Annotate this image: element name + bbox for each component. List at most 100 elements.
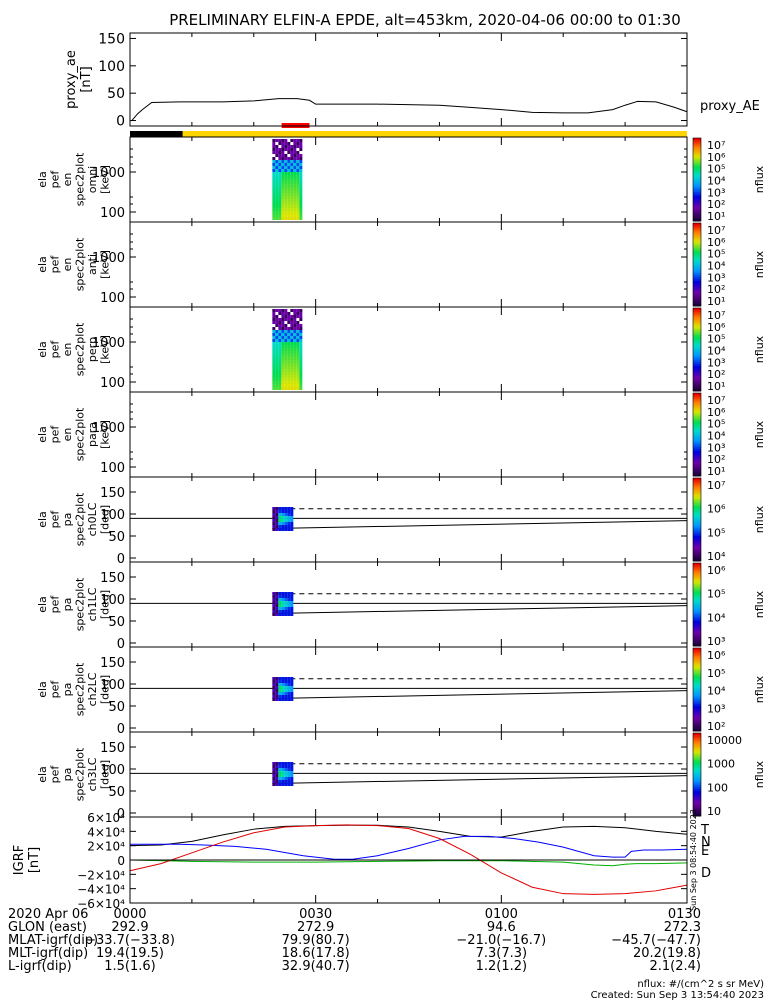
heatmap-cell: [287, 193, 291, 196]
heatmap-cell: [290, 762, 294, 765]
heatmap-cell: [278, 205, 282, 208]
heatmap-cell: [287, 208, 291, 211]
colorbar-cell: [693, 270, 701, 274]
colorbar-label-omni: nflux: [753, 165, 766, 193]
heatmap-cell: [281, 181, 285, 184]
heatmap-cell: [284, 516, 288, 519]
heatmap-cell: [281, 172, 285, 175]
heatmap-cell: [293, 139, 297, 142]
heatmap-cell: [281, 768, 285, 771]
colorbar-cell: [693, 177, 701, 180]
heatmap-cell: [296, 363, 300, 366]
colorbar-cell: [693, 239, 701, 243]
colorbar-cell: [693, 428, 701, 431]
colorbar-cell: [693, 196, 701, 199]
heatmap-cell: [275, 217, 279, 220]
heatmap-cell: [281, 357, 285, 360]
heatmap-cell: [290, 315, 294, 318]
heatmap-cell: [272, 604, 276, 607]
heatmap-cell: [293, 190, 297, 193]
heatmap-cell: [296, 202, 300, 205]
colorbar-cell: [693, 525, 701, 529]
heatmap-cell: [284, 680, 288, 683]
heatmap-cell: [293, 348, 297, 351]
heatmap-cell: [287, 345, 291, 348]
heatmap-cell: [299, 339, 303, 342]
heatmap-cell: [284, 357, 288, 360]
y-axis-label-line: ela: [36, 171, 49, 188]
heatmap-cell: [287, 178, 291, 181]
colorbar-cell: [693, 243, 701, 247]
colorbar-cell: [693, 602, 701, 605]
colorbar-cell: [693, 407, 701, 411]
heatmap-cell: [278, 601, 282, 604]
heatmap-cell: [284, 360, 288, 363]
heatmap-cell: [299, 214, 303, 217]
heatmap-cell: [278, 193, 282, 196]
colorbar-cell: [693, 324, 701, 328]
heatmap-cell: [275, 783, 279, 786]
heatmap-cell: [272, 169, 276, 172]
heatmap-cell: [290, 601, 294, 604]
y-axis-label-line: spec2plot: [73, 237, 86, 291]
colorbar-cell: [693, 229, 701, 232]
heatmap-cell: [293, 312, 297, 315]
heatmap-cell: [272, 387, 276, 390]
x-tick-label-glon: 292.9: [111, 920, 148, 935]
heatmap-cell: [275, 345, 279, 348]
colorbar-cell: [693, 797, 701, 800]
heatmap-cell: [272, 339, 276, 342]
heatmap-cell: [278, 595, 282, 598]
heatmap-cell: [299, 178, 303, 181]
y-axis-label-line: [nT]: [27, 847, 42, 873]
colorbar-cell: [693, 722, 701, 726]
heatmap-cell: [281, 330, 285, 333]
heatmap-cell: [287, 330, 291, 333]
heatmap-cell: [281, 211, 285, 214]
colorbar-cell: [693, 666, 701, 670]
heatmap-cell: [284, 187, 288, 190]
colorbar-cell: [693, 260, 701, 263]
heatmap-cell: [296, 348, 300, 351]
colorbar-tick-label: 10⁵: [707, 526, 725, 539]
heatmap-cell: [275, 522, 279, 525]
heatmap-cell: [281, 375, 285, 378]
colorbar-cell: [693, 596, 701, 599]
heatmap-cell: [284, 312, 288, 315]
heatmap-cell: [281, 163, 285, 166]
heatmap-cell: [290, 598, 294, 601]
y-axis-label-line: perp: [86, 337, 99, 362]
y-tick-label: 0: [117, 854, 125, 868]
x-tick-label-glon: 272.3: [664, 920, 701, 935]
heatmap-cell: [275, 309, 279, 312]
heatmap-cell: [287, 510, 291, 513]
heatmap-cell: [272, 202, 276, 205]
colorbar-cell: [693, 320, 701, 324]
heatmap-cell: [299, 169, 303, 172]
heatmap-cell: [275, 199, 279, 202]
colorbar-cell: [693, 252, 701, 255]
y-axis-label-line: pef: [48, 340, 61, 359]
colorbar-cell: [693, 484, 701, 487]
heatmap-blob-ch1LC: [272, 592, 294, 616]
heatmap-cell: [296, 387, 300, 390]
colorbar-cell: [693, 776, 701, 780]
heatmap-cell: [284, 217, 288, 220]
colorbar-cell: [693, 679, 701, 682]
heatmap-cell: [275, 357, 279, 360]
heatmap-cell: [281, 381, 285, 384]
colorbar-tick-label: 10⁵: [707, 163, 725, 176]
colorbar-cell: [693, 720, 701, 724]
heatmap-cell: [272, 680, 276, 683]
colorbar-label-para: nflux: [753, 420, 766, 448]
colorbar-cell: [693, 668, 701, 672]
colorbar-tick-label: 10⁴: [707, 685, 726, 698]
colorbar-tick-label: 10⁶: [707, 236, 726, 249]
colorbar-cell: [693, 397, 701, 400]
plot-title: PRELIMINARY ELFIN-A EPDE, alt=453km, 202…: [169, 11, 681, 29]
heatmap-cell: [278, 771, 282, 774]
heatmap-cell: [281, 148, 285, 151]
heatmap-cell: [275, 348, 279, 351]
heatmap-cell: [275, 387, 279, 390]
heatmap-cell: [272, 522, 276, 525]
